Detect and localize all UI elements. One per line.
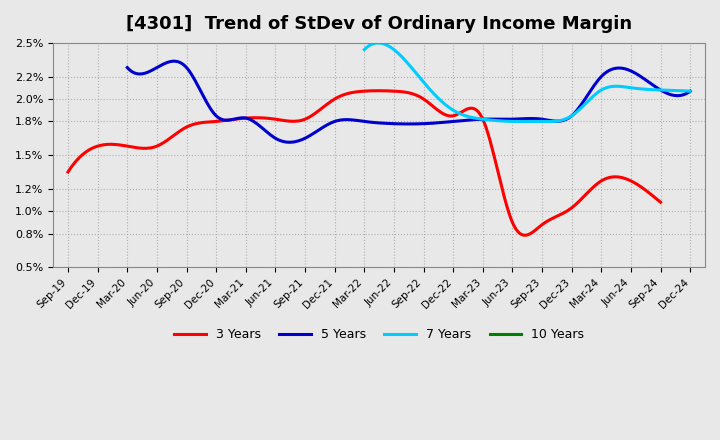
3 Years [428,103,437,109]
3 Years [521,233,530,238]
7 Years [361,46,369,51]
7 Years [374,40,383,46]
5 Years [686,88,695,94]
7 Years [556,118,564,123]
Title: [4301]  Trend of StDev of Ordinary Income Margin: [4301] Trend of StDev of Ordinary Income… [126,15,632,33]
5 Years [125,67,133,72]
3 Years [418,96,427,101]
5 Years [472,117,480,122]
5 Years [123,65,132,70]
3 Years [63,169,72,175]
5 Years [460,118,469,123]
5 Years [462,117,470,123]
5 Years [601,70,610,76]
7 Years [360,47,369,52]
5 Years [637,74,646,80]
7 Years [636,86,645,92]
5 Years [285,139,294,145]
Legend: 3 Years, 5 Years, 7 Years, 10 Years: 3 Years, 5 Years, 7 Years, 10 Years [169,323,589,346]
7 Years [544,119,553,124]
3 Years [656,200,665,205]
Line: 3 Years: 3 Years [68,91,660,235]
3 Years [605,175,613,180]
3 Years [567,205,576,211]
3 Years [416,95,425,100]
7 Years [562,116,570,121]
3 Years [375,88,384,93]
7 Years [657,88,666,93]
Line: 5 Years: 5 Years [127,61,690,142]
Line: 7 Years: 7 Years [364,43,690,121]
3 Years [66,166,74,172]
5 Years [170,59,179,64]
7 Years [555,118,564,123]
7 Years [686,88,695,94]
